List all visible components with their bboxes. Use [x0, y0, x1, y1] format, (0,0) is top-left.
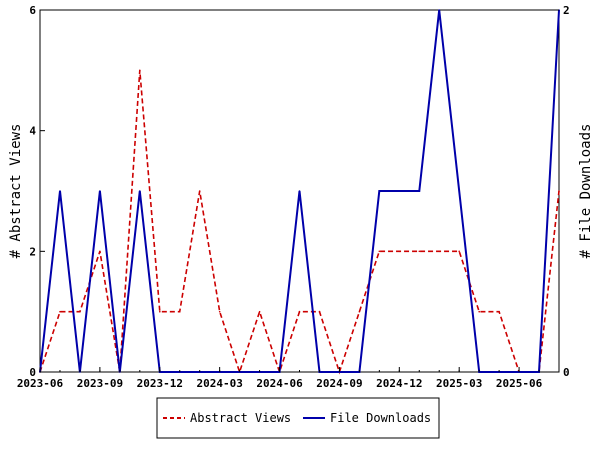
data-point-abstract-views — [258, 310, 261, 313]
data-point-abstract-views — [498, 310, 500, 313]
legend: Abstract Views File Downloads — [156, 397, 440, 439]
data-point-abstract-views — [318, 310, 321, 313]
data-point-file-downloads — [298, 190, 301, 192]
data-point-file-downloads — [99, 190, 101, 192]
data-point-abstract-views — [358, 310, 361, 313]
data-point-abstract-views — [438, 250, 441, 253]
data-point-file-downloads — [59, 190, 61, 192]
x-tick-label: 2024-09 — [316, 377, 362, 390]
data-point-abstract-views — [558, 190, 560, 192]
legend-label-abstract-views: Abstract Views — [190, 411, 291, 425]
x-tick-label: 2024-03 — [196, 377, 242, 390]
x-tick-label: 2024-12 — [376, 377, 422, 390]
x-tick-label: 2023-12 — [137, 377, 183, 390]
data-point-abstract-views — [478, 310, 481, 313]
data-point-file-downloads — [139, 190, 141, 192]
data-point-file-downloads — [458, 190, 461, 192]
x-tick-label: 2023-09 — [77, 377, 123, 390]
data-point-abstract-views — [79, 310, 81, 313]
data-point-abstract-views — [398, 250, 401, 253]
data-point-file-downloads — [438, 9, 441, 11]
data-point-abstract-views — [198, 190, 201, 192]
y-right-axis-title: # File Downloads — [578, 124, 594, 259]
y-left-tick-label: 4 — [29, 125, 36, 138]
y-left-tick-label: 0 — [29, 366, 36, 379]
y-left-tick-label: 2 — [29, 245, 36, 258]
data-point-abstract-views — [218, 310, 221, 313]
data-point-abstract-views — [458, 250, 461, 253]
data-point-abstract-views — [178, 310, 181, 313]
x-tick-label: 2025-06 — [496, 377, 543, 390]
data-point-abstract-views — [298, 310, 301, 313]
data-point-file-downloads — [378, 190, 381, 192]
legend-box — [156, 397, 440, 439]
y-left-tick-label: 6 — [29, 4, 36, 17]
x-tick-label: 2023-06 — [17, 377, 64, 390]
data-point-abstract-views — [139, 69, 141, 72]
x-tick-label: 2024-06 — [256, 377, 303, 390]
data-point-file-downloads — [418, 190, 421, 192]
data-point-abstract-views — [99, 250, 101, 253]
legend-label-file-downloads: File Downloads — [330, 411, 431, 425]
y-right-tick-label: 2 — [563, 4, 570, 17]
data-point-abstract-views — [159, 310, 161, 313]
data-point-file-downloads — [398, 190, 401, 192]
data-point-abstract-views — [59, 310, 61, 313]
y-left-axis-title: # Abstract Views — [8, 124, 24, 259]
x-tick-label: 2025-03 — [436, 377, 482, 390]
ticks-layer: 2023-06 2023-09 2023-12 2024-03 2024-06 2024-… — [17, 4, 570, 390]
data-point-abstract-views — [418, 250, 421, 253]
y-right-tick-label: 0 — [563, 366, 570, 379]
data-point-abstract-views — [378, 250, 381, 253]
